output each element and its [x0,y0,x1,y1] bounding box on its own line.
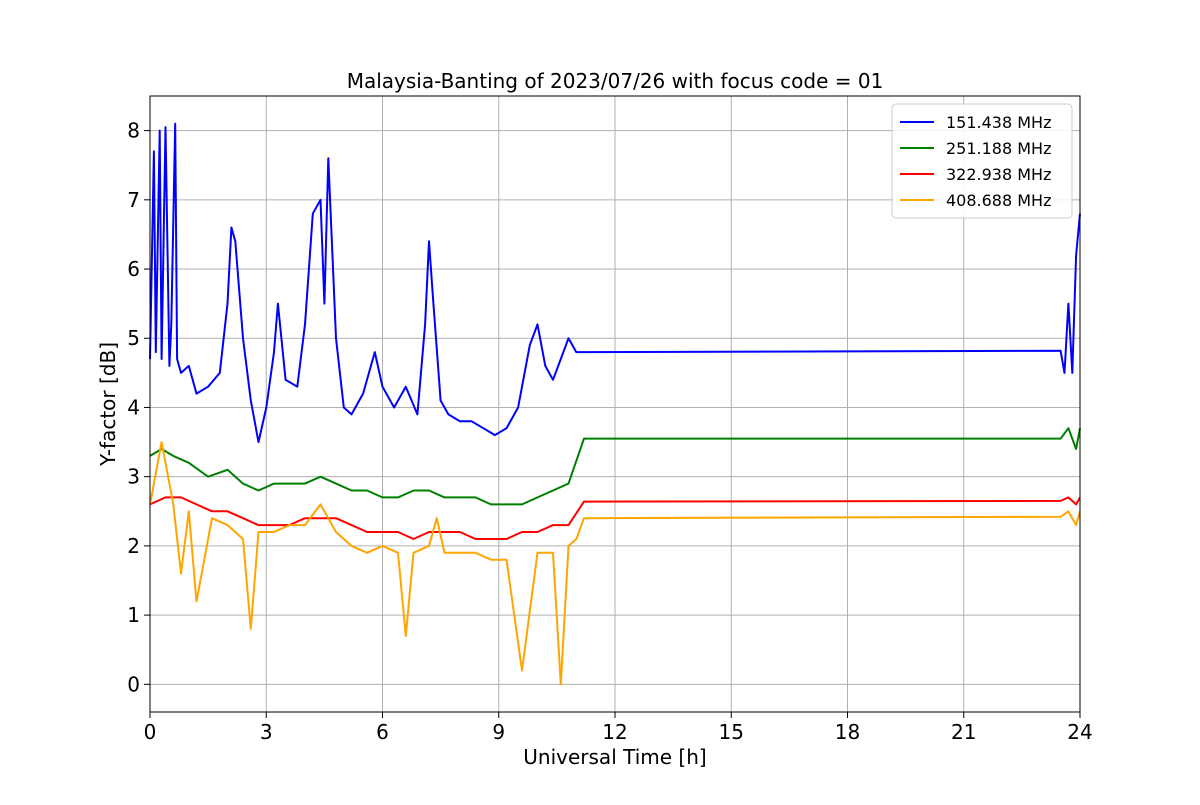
x-tick-label: 15 [719,720,744,744]
y-tick-label: 2 [127,534,140,558]
y-axis-label: Y-factor [dB] [96,342,120,467]
y-tick-label: 4 [127,395,140,419]
legend: 151.438 MHz 251.188 MHz 322.938 MHz 408.688… [891,103,1073,219]
x-tick-label: 9 [492,720,505,744]
legend-label-3: 322.938 MHz [946,165,1051,184]
x-tick-label: 24 [1067,720,1092,744]
y-tick-label: 7 [127,188,140,212]
data-series [149,122,1081,686]
x-axis-label: Universal Time [h] [523,745,706,769]
y-tick-label: 6 [127,257,140,281]
legend-label-2: 251.188 MHz [946,139,1051,158]
series-line-3 [149,496,1081,540]
series-line-1 [149,122,1081,444]
x-tick-label: 12 [602,720,627,744]
chart-title: Malaysia-Banting of 2023/07/26 with focu… [347,69,884,93]
y-tick-label: 1 [127,603,140,627]
y-tick-label: 0 [127,672,140,696]
y-tick-label: 8 [127,119,140,143]
x-tick-label: 6 [376,720,389,744]
legend-label-4: 408.688 MHz [946,191,1051,210]
y-tick-label: 5 [127,326,140,350]
legend-box [891,103,1073,219]
legend-label-1: 151.438 MHz [946,113,1051,132]
y-tick-label: 3 [127,465,140,489]
series-line-4 [149,441,1081,686]
series-line-2 [149,427,1081,506]
x-tick-label: 3 [260,720,273,744]
x-tick-label: 18 [835,720,860,744]
x-tick-label: 21 [951,720,976,744]
x-tick-label: 0 [144,720,157,744]
